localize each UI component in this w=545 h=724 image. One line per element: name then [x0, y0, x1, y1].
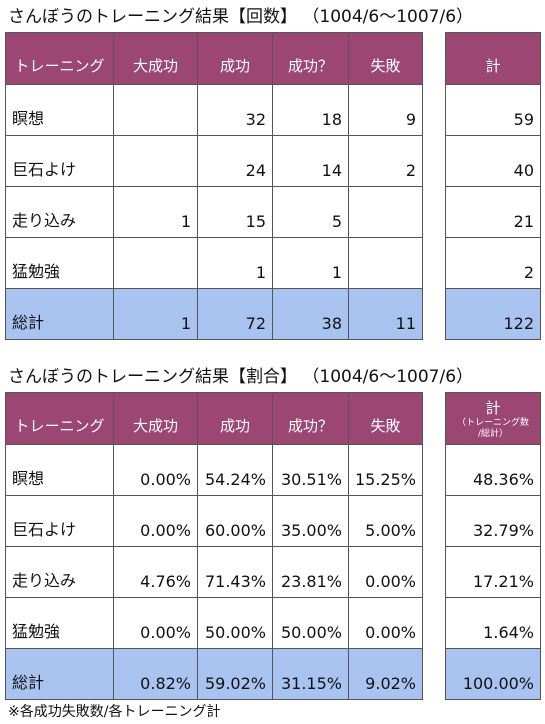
table-title: さんぼうのトレーニング結果【回数】 （1004/6～1007/6）: [8, 7, 474, 27]
cell-value: 72: [197, 288, 273, 340]
total-header-note: （トレーニング数: [456, 418, 529, 428]
cell-value: 24: [197, 135, 273, 187]
cell-value: 35.00%: [272, 495, 349, 547]
row-total: 2: [445, 237, 541, 289]
cell-value: 5.00%: [348, 495, 423, 547]
cell-value: 50.00%: [272, 597, 349, 649]
cell-value: 59.02%: [197, 648, 273, 700]
row-label: 猛勉強: [5, 237, 114, 289]
column-header: 大成功: [113, 392, 198, 445]
row-total: 32.79%: [445, 495, 541, 547]
cell-value: 1: [113, 288, 198, 340]
footnote: ※各成功失敗数/各トレーニング計: [8, 704, 221, 720]
row-label: 走り込み: [5, 186, 114, 238]
cell-value: 9: [348, 84, 423, 136]
row-total: 100.00%: [445, 648, 541, 700]
row-label: 瞑想: [5, 444, 114, 496]
row-total: 40: [445, 135, 541, 187]
row-total: 122: [445, 288, 541, 340]
column-header: 失敗: [348, 32, 423, 85]
cell-value: 4.76%: [113, 546, 198, 598]
row-label: 瞑想: [5, 84, 114, 136]
cell-value: 38: [272, 288, 349, 340]
column-header: トレーニング: [5, 32, 114, 85]
cell-value: 0.00%: [348, 597, 423, 649]
cell-value: 30.51%: [272, 444, 349, 496]
row-label: 走り込み: [5, 546, 114, 598]
column-header: 成功: [197, 392, 273, 445]
cell-value: [113, 84, 198, 136]
row-total: 17.21%: [445, 546, 541, 598]
cell-value: 54.24%: [197, 444, 273, 496]
cell-value: 0.00%: [113, 495, 198, 547]
table-title: さんぼうのトレーニング結果【割合】 （1004/6～1007/6）: [8, 367, 474, 387]
cell-value: 50.00%: [197, 597, 273, 649]
cell-value: 23.81%: [272, 546, 349, 598]
column-header: 成功？: [272, 392, 349, 445]
total-header-label: 計: [485, 57, 501, 75]
cell-value: 0.00%: [113, 597, 198, 649]
cell-value: 14: [272, 135, 349, 187]
cell-value: 15.25%: [348, 444, 423, 496]
row-label: 巨石よけ: [5, 135, 114, 187]
cell-value: 32: [197, 84, 273, 136]
cell-value: 60.00%: [197, 495, 273, 547]
cell-value: 15: [197, 186, 273, 238]
column-header: 成功: [197, 32, 273, 85]
column-header: トレーニング: [5, 392, 114, 445]
cell-value: [348, 186, 423, 238]
cell-value: 0.00%: [113, 444, 198, 496]
total-header-note: /総計）: [477, 429, 509, 439]
cell-value: 1: [113, 186, 198, 238]
cell-value: 31.15%: [272, 648, 349, 700]
cell-value: 0.00%: [348, 546, 423, 598]
column-header: 成功？: [272, 32, 349, 85]
cell-value: 18: [272, 84, 349, 136]
total-header: 計: [445, 32, 541, 85]
column-header: 大成功: [113, 32, 198, 85]
row-label: 総計: [5, 648, 114, 700]
cell-value: 2: [348, 135, 423, 187]
row-label: 巨石よけ: [5, 495, 114, 547]
row-total: 48.36%: [445, 444, 541, 496]
column-header: 失敗: [348, 392, 423, 445]
cell-value: 5: [272, 186, 349, 238]
cell-value: 1: [272, 237, 349, 289]
cell-value: 11: [348, 288, 423, 340]
cell-value: 1: [197, 237, 273, 289]
cell-value: 71.43%: [197, 546, 273, 598]
cell-value: [113, 135, 198, 187]
cell-value: 0.82%: [113, 648, 198, 700]
row-total: 1.64%: [445, 597, 541, 649]
row-total: 59: [445, 84, 541, 136]
cell-value: [113, 237, 198, 289]
total-header: 計（トレーニング数/総計）: [445, 392, 541, 445]
cell-value: 9.02%: [348, 648, 423, 700]
row-label: 総計: [5, 288, 114, 340]
row-total: 21: [445, 186, 541, 238]
cell-value: [348, 237, 423, 289]
total-header-label: 計: [485, 399, 501, 417]
row-label: 猛勉強: [5, 597, 114, 649]
